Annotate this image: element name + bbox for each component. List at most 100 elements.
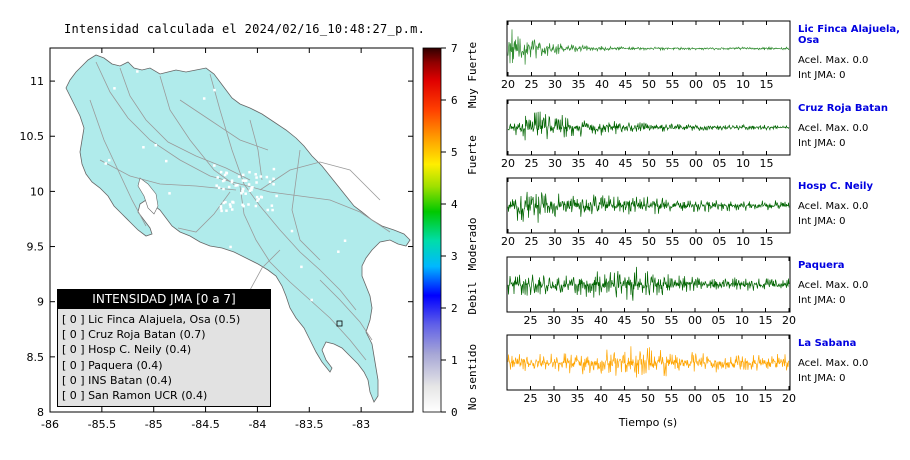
station-dot [224, 200, 227, 204]
colorbar-category-label: Moderado [466, 218, 479, 271]
waveform-tick-label: 05 [712, 314, 726, 327]
station-acel: Acel. Max. 0.0 [798, 358, 869, 369]
station-dot [251, 186, 254, 189]
station-dot [240, 192, 243, 195]
waveform-tick-label: 45 [619, 235, 633, 248]
colorbar-tick-label: 4 [451, 198, 458, 211]
station-dot [274, 108, 277, 112]
station-dot [272, 182, 275, 186]
legend-item: [ 0 ] Lic Finca Alajuela, Osa (0.5) [62, 312, 270, 327]
waveform-tick-label: 00 [689, 157, 703, 170]
map-y-tick-label: 8.5 [27, 351, 45, 364]
intensity-colorbar: 7 6 5 4 3 2 1 0 Muy Fuerte Fuerte Moderado Debil No… [422, 42, 479, 419]
map-x-tick-label: -84.5 [191, 418, 219, 431]
station-dot [98, 220, 101, 223]
station-dot [230, 181, 234, 184]
station-dot [228, 203, 232, 206]
colorbar-tick-label: 1 [451, 354, 458, 367]
waveform-tick-label: 40 [595, 78, 609, 91]
legend-item: [ 0 ] INS Batan (0.4) [62, 373, 270, 388]
waveform-tick-label: 40 [595, 235, 609, 248]
station-dot [104, 162, 107, 165]
map-y-tick-label: 8 [37, 406, 44, 419]
station-dot [225, 171, 228, 174]
waveform-tick-label: 25 [524, 392, 538, 405]
waveform-panel: 25 30 35 40 45 50 55 00 05 10 15 20 [506, 256, 796, 327]
map-y-tick-label: 10.5 [20, 130, 45, 143]
waveform-tick-label: 20 [782, 392, 796, 405]
waveform-tick-label: 45 [618, 314, 632, 327]
legend-item-value: [ 0 ] [62, 358, 89, 372]
legend-item: [ 0 ] Cruz Roja Batan (0.7) [62, 327, 270, 342]
colorbar-tick-label: 0 [451, 406, 458, 419]
waveform-tick-label: 30 [548, 235, 562, 248]
colorbar-tick-label: 7 [451, 42, 458, 55]
colorbar-ticks: 7 6 5 4 3 2 1 0 [441, 42, 458, 419]
station-dot [267, 277, 271, 280]
station-dot [271, 208, 274, 212]
station-dot [241, 179, 245, 182]
waveform-tick-label: 45 [618, 392, 632, 405]
station-dot [113, 87, 116, 90]
legend-item: [ 0 ] Hosp C. Neily (0.4) [62, 342, 270, 357]
station-dot [310, 298, 313, 302]
map-x-tick-label: -85 [145, 418, 163, 431]
waveform-tick-label: 05 [713, 78, 727, 91]
station-dot [92, 259, 95, 262]
station-dot [266, 208, 270, 212]
colorbar-category-label: Fuerte [466, 135, 479, 175]
station-dot [229, 245, 232, 249]
waveform-tick-label: 50 [641, 314, 655, 327]
waveform-tick-label: 55 [665, 392, 679, 405]
x-axis-label: Tiempo (s) [618, 416, 677, 429]
colorbar-gradient [422, 47, 442, 413]
station-dot [217, 186, 221, 189]
waveform-tick-label: 50 [641, 392, 655, 405]
waveform-tick-label: 00 [688, 314, 702, 327]
intensity-legend: INTENSIDAD JMA [0 a 7] [ 0 ] Lic Finca A… [57, 289, 271, 407]
legend-item: [ 0 ] San Ramon UCR (0.4) [62, 388, 270, 403]
waveform-tick-label: 00 [689, 235, 703, 248]
station-dot [222, 187, 225, 191]
colorbar-tick-label: 3 [451, 250, 458, 263]
legend-item-label: San Ramon UCR (0.4) [88, 389, 208, 403]
waveform-tick-label: 35 [571, 314, 585, 327]
waveform-tick-label: 15 [759, 392, 773, 405]
waveform-tick-label: 45 [619, 157, 633, 170]
waveform-panels: 20 25 30 35 40 45 50 55 00 05 10 15 20 25 30 35 40 45 50 55… [501, 20, 796, 405]
station-dot [107, 158, 111, 162]
map-x-tick-label: -85.5 [88, 418, 116, 431]
station-dot [248, 170, 251, 174]
waveform-tick-label: 05 [712, 392, 726, 405]
station-dot [270, 204, 274, 207]
waveform-tick-label: 40 [594, 392, 608, 405]
station-dot [242, 187, 245, 191]
station-info: Paquera Acel. Max. 0.0 Int JMA: 0 [798, 260, 868, 310]
waveform-tick-label: 00 [689, 78, 703, 91]
colorbar-tick-label: 5 [451, 146, 458, 159]
waveform-tick-label: 35 [572, 78, 586, 91]
waveform-tick-label: 35 [572, 157, 586, 170]
station-dot [213, 164, 216, 167]
station-dot [216, 254, 219, 258]
station-name: Lic Finca Alajuela, Osa [798, 24, 900, 46]
map-y-tick-label: 9 [37, 296, 44, 309]
station-dot [256, 199, 259, 202]
waveform-tick-label: 20 [501, 78, 515, 91]
station-dot [255, 176, 258, 179]
station-dot [215, 184, 218, 187]
legend-item-label: INS Batan (0.4) [88, 373, 172, 387]
waveform-tick-label: 05 [713, 235, 727, 248]
waveform-tick-label: 20 [501, 235, 515, 248]
legend-item-value: [ 0 ] [62, 313, 89, 326]
waveform-tick-label: 05 [713, 157, 727, 170]
station-dot [231, 200, 234, 204]
station-dot [165, 159, 168, 163]
colorbar-category-label: No sentido [466, 344, 479, 410]
waveform-tick-label: 35 [572, 235, 586, 248]
waveform-tick-label: 40 [595, 157, 609, 170]
station-dot [168, 192, 171, 195]
station-jma: Int JMA: 0 [798, 373, 846, 384]
legend-item: [ 0 ] Paquera (0.4) [62, 358, 270, 373]
station-dot [234, 184, 237, 187]
